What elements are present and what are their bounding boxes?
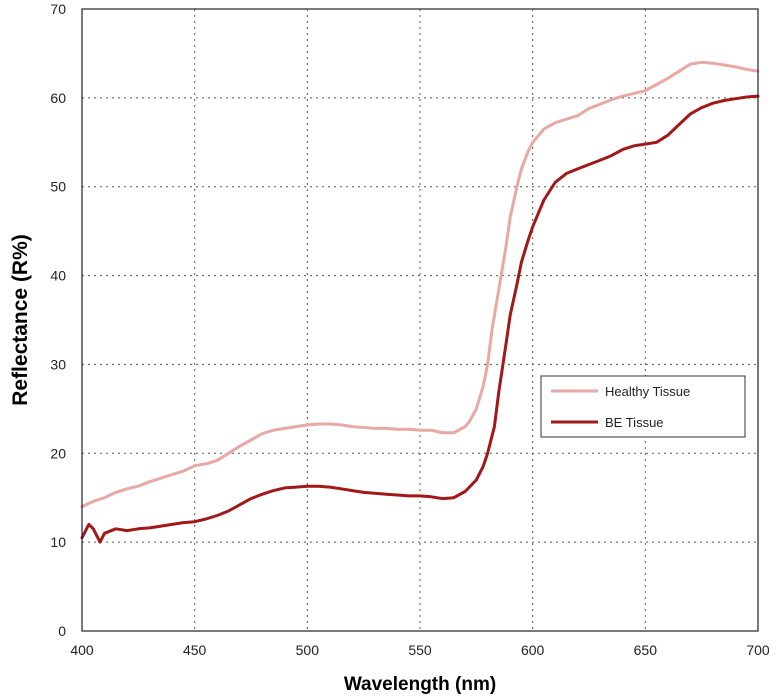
- y-tick-label: 70: [50, 1, 66, 17]
- tick-labels: 400 450 500 550 600 650 700 0 10 20 30 40 50 60 70: [50, 1, 769, 658]
- series-line-be-tissue: [80, 94, 760, 544]
- x-tick-label: 650: [634, 642, 658, 658]
- x-tick-label: 550: [408, 642, 432, 658]
- legend: Healthy Tissue BE Tissue: [540, 375, 746, 438]
- x-tick-label: 400: [70, 642, 94, 658]
- grid: [82, 9, 758, 631]
- y-tick-label: 40: [50, 268, 66, 284]
- y-tick-label: 50: [50, 179, 66, 195]
- y-axis-label: Reflectance (R%): [9, 234, 32, 406]
- y-tick-label: 10: [50, 534, 66, 550]
- legend-label-be-tissue: BE Tissue: [605, 415, 664, 430]
- y-tick-label: 0: [58, 623, 66, 639]
- series-line-healthy-tissue: [80, 60, 760, 509]
- x-tick-label: 700: [746, 642, 770, 658]
- y-tick-label: 20: [50, 445, 66, 461]
- y-tick-label: 30: [50, 356, 66, 372]
- legend-box: [540, 375, 746, 438]
- legend-label-healthy-tissue: Healthy Tissue: [605, 384, 690, 399]
- series-lines: [80, 60, 760, 544]
- plot-area-frame: [81, 8, 759, 632]
- x-tick-label: 600: [521, 642, 545, 658]
- x-tick-label: 450: [183, 642, 207, 658]
- x-axis-label: Wavelength (nm): [344, 674, 496, 695]
- y-tick-label: 60: [50, 90, 66, 106]
- x-tick-label: 500: [296, 642, 320, 658]
